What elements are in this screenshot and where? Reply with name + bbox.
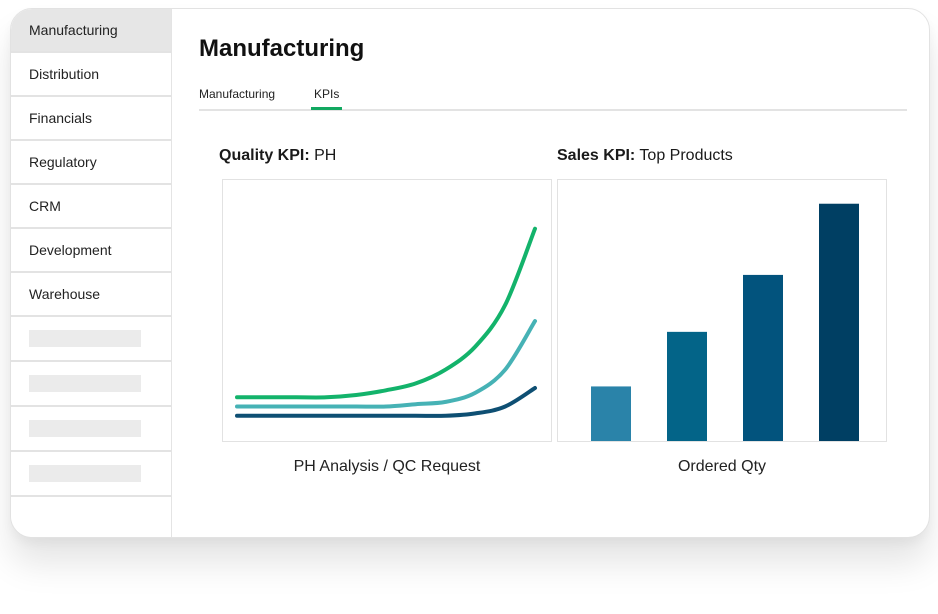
page-title: Manufacturing xyxy=(199,35,365,62)
sidebar-item-regulatory[interactable]: Regulatory xyxy=(11,141,171,185)
bar-2 xyxy=(667,331,707,441)
app-window: Manufacturing Distribution Financials Re… xyxy=(10,8,930,538)
sidebar-item-distribution[interactable]: Distribution xyxy=(11,53,171,97)
placeholder-bar xyxy=(29,420,141,437)
sidebar-item-financials[interactable]: Financials xyxy=(11,97,171,141)
quality-line-chart xyxy=(222,179,552,442)
sidebar-item-label: Financials xyxy=(29,110,93,126)
sidebar-item-warehouse[interactable]: Warehouse xyxy=(11,273,171,317)
sidebar-item-label: Warehouse xyxy=(29,286,101,302)
sales-bar-chart xyxy=(557,179,887,442)
line-series-2 xyxy=(235,319,537,409)
main-content: Manufacturing Manufacturing KPIs Quality… xyxy=(171,9,929,537)
sales-kpi-title-label: Sales KPI: xyxy=(557,147,636,164)
quality-kpi-title-label: Quality KPI: xyxy=(219,147,310,164)
sidebar-placeholder-item xyxy=(11,407,171,452)
sidebar-placeholder-item xyxy=(11,452,171,497)
tab-bar: Manufacturing KPIs xyxy=(199,81,907,111)
line-chart-svg xyxy=(235,226,537,418)
sidebar-item-label: Distribution xyxy=(29,66,100,82)
bar-chart-svg xyxy=(591,203,859,441)
sidebar-item-label: Regulatory xyxy=(29,154,97,170)
sidebar-placeholder-item xyxy=(11,362,171,407)
sidebar-item-development[interactable]: Development xyxy=(11,229,171,273)
sidebar-item-manufacturing[interactable]: Manufacturing xyxy=(11,9,171,53)
sidebar-item-label: CRM xyxy=(29,198,61,214)
sales-chart-caption: Ordered Qty xyxy=(677,458,767,475)
quality-kpi-title: Quality KPI: PH xyxy=(219,147,336,165)
sidebar-placeholder-item xyxy=(11,317,171,362)
sidebar-item-label: Manufacturing xyxy=(29,22,118,38)
line-series-3 xyxy=(235,386,537,418)
quality-kpi-title-value: PH xyxy=(309,147,337,164)
sales-kpi-title-value: Top Products xyxy=(635,147,733,164)
sidebar: Manufacturing Distribution Financials Re… xyxy=(11,9,172,537)
bar-3 xyxy=(743,274,783,441)
placeholder-bar xyxy=(29,375,141,392)
line-series-1 xyxy=(235,226,537,400)
placeholder-bar xyxy=(29,465,141,482)
quality-chart-caption: PH Analysis / QC Request xyxy=(293,458,481,475)
bar-1 xyxy=(591,386,631,441)
tab-manufacturing[interactable]: Manufacturing xyxy=(199,87,276,101)
sidebar-item-crm[interactable]: CRM xyxy=(11,185,171,229)
placeholder-bar xyxy=(29,330,141,347)
sales-kpi-title: Sales KPI: Top Products xyxy=(557,147,733,165)
sidebar-item-label: Development xyxy=(29,242,112,258)
bar-4 xyxy=(819,203,859,441)
tab-kpis[interactable]: KPIs xyxy=(310,87,343,110)
